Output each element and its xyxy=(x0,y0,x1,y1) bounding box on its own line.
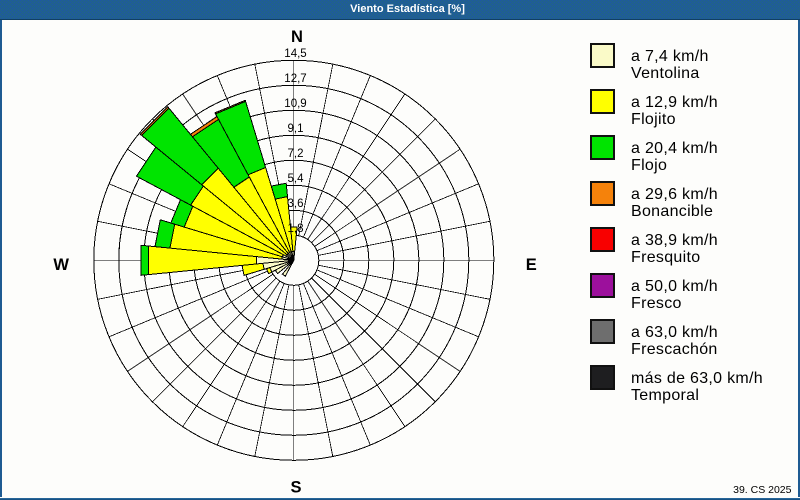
svg-text:10,9: 10,9 xyxy=(284,98,306,110)
svg-text:S: S xyxy=(290,479,301,497)
svg-text:7,2: 7,2 xyxy=(288,148,304,160)
svg-text:5,4: 5,4 xyxy=(288,173,305,185)
svg-text:9,1: 9,1 xyxy=(288,123,304,135)
svg-text:12,7: 12,7 xyxy=(284,73,306,85)
svg-text:E: E xyxy=(526,256,537,274)
svg-text:3,6: 3,6 xyxy=(288,198,304,210)
svg-text:N: N xyxy=(291,28,303,46)
svg-text:14,5: 14,5 xyxy=(284,48,306,60)
svg-text:1,8: 1,8 xyxy=(288,223,304,235)
svg-text:W: W xyxy=(53,256,69,274)
